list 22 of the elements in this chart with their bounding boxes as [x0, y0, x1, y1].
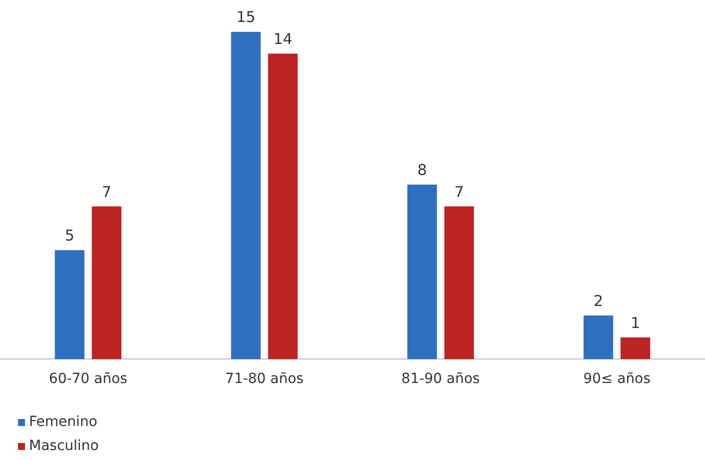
bar — [54, 250, 84, 360]
data-label: 2 — [594, 292, 604, 310]
x-tick-label: 60-70 años — [48, 371, 128, 388]
data-label: 5 — [64, 226, 74, 244]
data-label: 7 — [102, 182, 112, 201]
x-tick-label: 90≤ años — [583, 371, 651, 388]
bar — [620, 337, 650, 360]
data-label: 7 — [454, 182, 464, 201]
data-label: 1 — [630, 314, 640, 332]
x-tick-label: 81-90 años — [401, 371, 480, 388]
bar — [584, 316, 614, 360]
bar — [444, 206, 474, 360]
bar — [231, 32, 261, 360]
data-label: 14 — [273, 30, 292, 48]
x-tick-label: 71-80 años — [225, 371, 304, 388]
bar — [407, 184, 437, 360]
legend-label: Femenino — [29, 414, 98, 430]
data-label: 15 — [236, 8, 256, 26]
legend-label: Masculino — [29, 438, 99, 454]
bar — [268, 54, 298, 360]
bar — [92, 206, 122, 360]
data-label: 8 — [417, 160, 427, 179]
